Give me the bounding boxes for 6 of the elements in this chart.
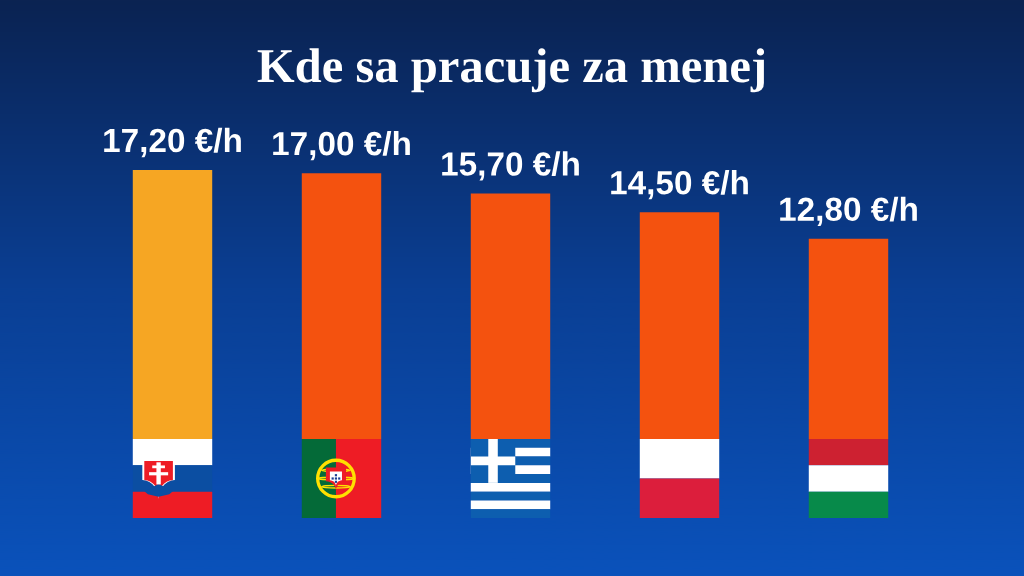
data-label: 17,20 €/h: [104, 127, 241, 158]
data-label: 15,70 €/h: [442, 151, 579, 181]
data-label: 12,80 €/h: [780, 196, 917, 226]
data-label: 14,50 €/h: [611, 170, 748, 200]
chart-title: Kde sa pracuje za menej: [257, 48, 765, 93]
data-label: 17,00 €/h: [273, 130, 410, 161]
